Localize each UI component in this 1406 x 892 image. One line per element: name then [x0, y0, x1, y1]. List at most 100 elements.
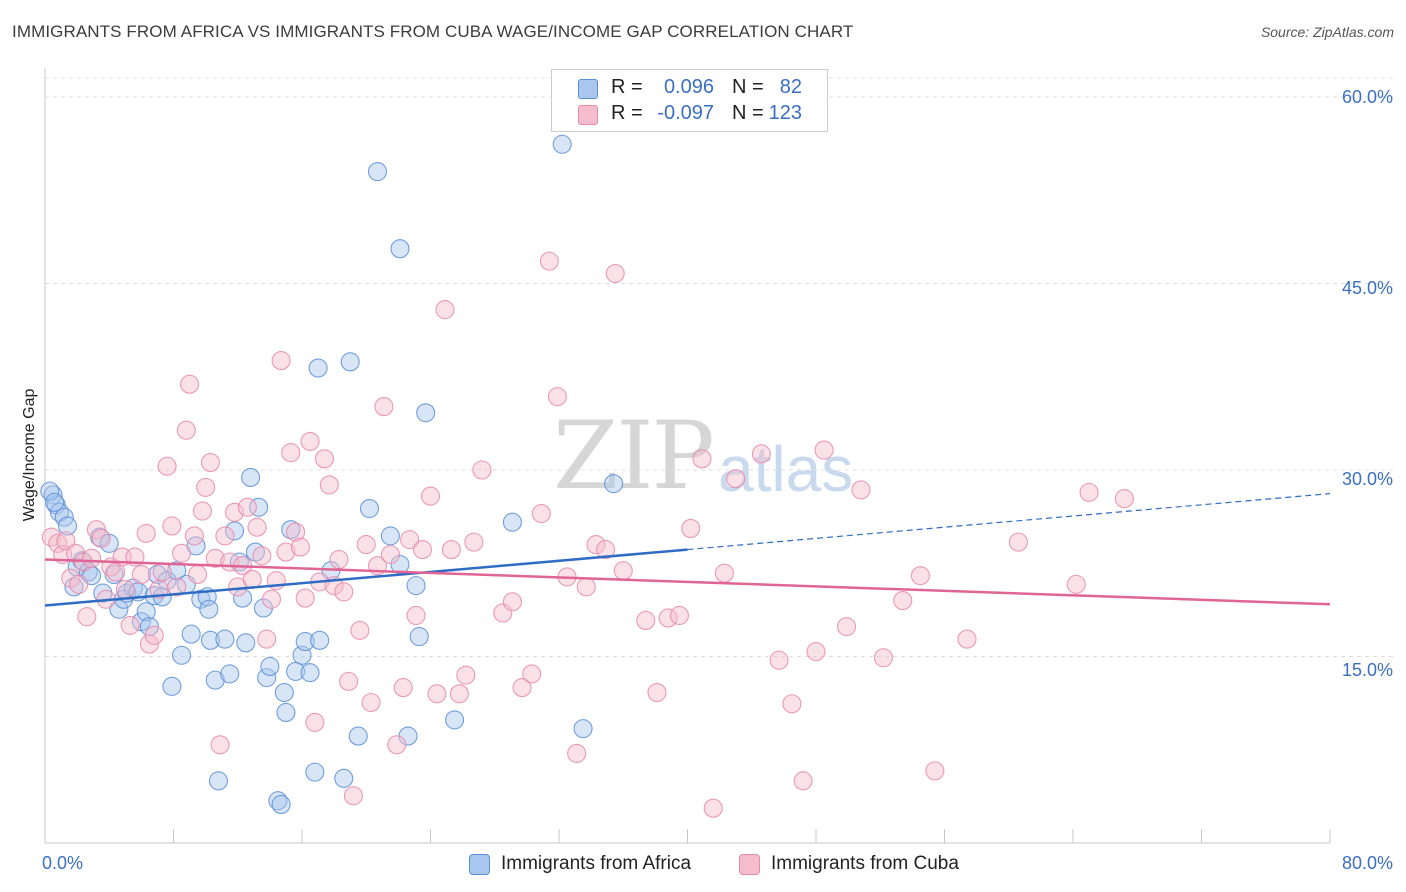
- scatter-point-cuba-31: [184, 526, 204, 546]
- scatter-point-africa-48: [257, 668, 277, 688]
- scatter-point-cuba-81: [449, 684, 469, 704]
- scatter-point-cuba-45: [247, 517, 267, 537]
- legend-swatch-cuba: [739, 854, 760, 875]
- scatter-point-cuba-52: [281, 443, 301, 463]
- scatter-point-cuba-28: [171, 543, 192, 563]
- scatter-point-cuba-97: [605, 264, 625, 284]
- scatter-point-cuba-82: [456, 665, 476, 685]
- scatter-point-cuba-74: [400, 530, 420, 550]
- scatter-point-cuba-86: [502, 592, 522, 612]
- scatter-point-cuba-8: [77, 607, 97, 627]
- scatter-point-africa-40: [224, 521, 245, 541]
- scatter-point-cuba-17: [120, 615, 140, 635]
- watermark-atlas: atlas: [718, 433, 854, 505]
- scatter-point-cuba-36: [205, 548, 225, 568]
- stats-n-value-africa: 82: [779, 76, 802, 98]
- scatter-point-cuba-72: [387, 735, 407, 755]
- scatter-point-cuba-38: [215, 526, 235, 546]
- scatter-point-cuba-80: [441, 540, 461, 560]
- scatter-point-africa-72: [406, 576, 426, 596]
- legend-label-cuba: Immigrants from Cuba: [771, 853, 959, 874]
- scatter-point-cuba-30: [180, 374, 200, 394]
- scatter-point-cuba-102: [669, 605, 690, 626]
- scatter-point-cuba-113: [814, 440, 834, 460]
- scatter-point-cuba-57: [305, 712, 325, 732]
- scatter-point-cuba-64: [339, 671, 359, 691]
- scatter-point-cuba-88: [522, 664, 542, 684]
- scatter-point-cuba-20: [136, 523, 156, 543]
- scatter-point-africa-68: [380, 526, 400, 546]
- scatter-point-cuba-112: [806, 641, 826, 662]
- scatter-point-cuba-89: [531, 503, 551, 524]
- scatter-point-africa-46: [249, 497, 269, 517]
- scatter-point-africa-52: [274, 683, 294, 703]
- scatter-point-cuba-105: [703, 798, 723, 818]
- scatter-point-africa-75: [445, 710, 465, 730]
- scatter-point-cuba-21: [139, 634, 159, 654]
- stats-box: R = 0.096 N = 82 R = -0.097 N = 123: [551, 69, 828, 132]
- scatter-point-cuba-83: [464, 532, 484, 552]
- legend-label-africa: Immigrants from Africa: [501, 853, 692, 874]
- scatter-point-cuba-11: [91, 528, 111, 548]
- scatter-point-cuba-106: [714, 563, 734, 583]
- scatter-point-cuba-43: [237, 497, 257, 517]
- scatter-point-cuba-48: [261, 589, 282, 609]
- scatter-point-africa-43: [236, 633, 256, 653]
- scatter-point-africa-76: [502, 512, 522, 532]
- scatter-point-cuba-122: [1066, 574, 1086, 594]
- scatter-point-africa-73: [409, 627, 429, 647]
- scatter-point-africa-79: [604, 474, 624, 494]
- scatter-point-cuba-99: [636, 610, 656, 630]
- x-tick-label-max: 80.0%: [1341, 853, 1393, 873]
- stats-n-label: N =: [732, 102, 764, 124]
- scatter-point-cuba-67: [356, 535, 376, 555]
- trend-layer: [44, 493, 1331, 607]
- scatter-point-cuba-107: [726, 469, 746, 489]
- scatter-point-cuba-109: [769, 650, 789, 670]
- scatter-point-cuba-24: [152, 562, 172, 582]
- scatter-point-cuba-59: [314, 449, 335, 469]
- scatter-point-africa-80: [40, 481, 60, 501]
- scatter-point-africa-36: [205, 670, 225, 690]
- scatter-point-cuba-6: [69, 574, 89, 594]
- scatter-point-cuba-91: [547, 387, 567, 407]
- scatter-point-cuba-62: [329, 549, 349, 570]
- scatter-point-cuba-93: [567, 743, 587, 764]
- scatter-point-cuba-110: [782, 694, 802, 714]
- scatter-point-cuba-98: [613, 561, 633, 581]
- scatter-point-cuba-9: [82, 548, 102, 568]
- scatter-point-cuba-68: [361, 692, 381, 713]
- scatter-point-cuba-55: [295, 588, 315, 608]
- scatter-point-cuba-22: [144, 625, 164, 645]
- scatter-point-cuba-118: [910, 566, 930, 586]
- y-tick-label-15: 15.0%: [1341, 660, 1393, 680]
- chart-title: IMMIGRANTS FROM AFRICA VS IMMIGRANTS FRO…: [12, 22, 854, 41]
- scatter-point-africa-66: [359, 498, 380, 519]
- scatter-point-cuba-34: [196, 477, 216, 497]
- scatter-point-africa-74: [416, 403, 436, 423]
- scatter-point-cuba-119: [925, 761, 945, 781]
- scatter-point-cuba-111: [793, 771, 813, 791]
- scatter-point-cuba-103: [681, 518, 701, 538]
- scatter-point-cuba-123: [1079, 482, 1099, 502]
- scatter-point-africa-57: [295, 632, 315, 652]
- scatter-point-cuba-51: [276, 542, 296, 562]
- scatter-point-cuba-90: [539, 251, 559, 271]
- scatter-point-africa-45: [245, 542, 265, 562]
- scatter-point-africa-55: [286, 661, 306, 681]
- scatter-point-africa-28: [171, 645, 192, 665]
- scatter-point-africa-78: [573, 719, 593, 739]
- scatter-point-africa-30: [181, 624, 201, 644]
- scatter-point-cuba-115: [851, 480, 871, 500]
- stats-n-value-cuba: 123: [768, 102, 802, 124]
- scatter-point-africa-70: [390, 239, 410, 259]
- scatter-point-cuba-54: [290, 537, 310, 557]
- y-axis-label: Wage/Income Gap: [21, 388, 38, 522]
- scatter-point-cuba-65: [343, 786, 363, 806]
- stats-r-label: R =: [611, 76, 643, 98]
- scatter-point-cuba-27: [167, 577, 187, 597]
- scatter-point-cuba-40: [224, 502, 245, 522]
- y-tick-label-45: 45.0%: [1341, 278, 1393, 298]
- scatter-point-africa-34: [199, 599, 219, 619]
